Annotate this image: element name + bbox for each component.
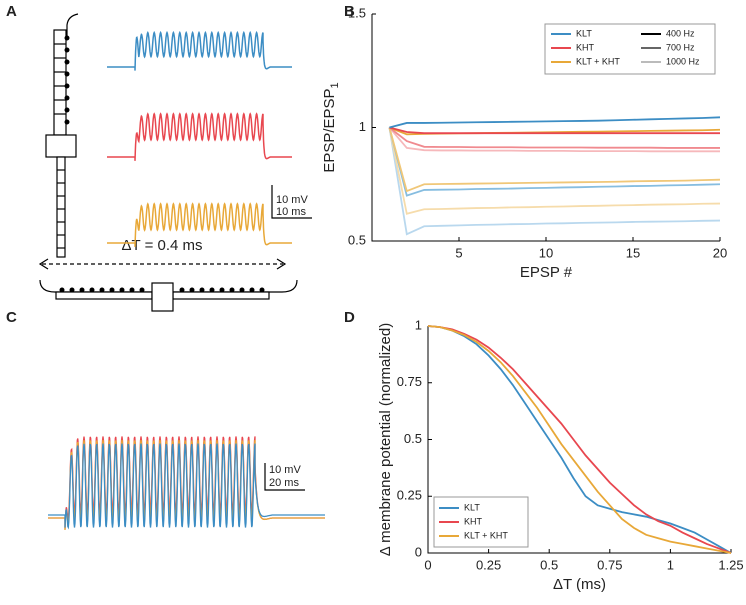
voltage-trace	[48, 443, 325, 530]
series-line	[388, 127, 721, 197]
x-tick-label: 0.5	[540, 557, 558, 572]
x-tick-label: 0.75	[597, 557, 622, 572]
series-line	[388, 127, 721, 215]
y-tick-label: 0.25	[397, 488, 422, 503]
series-line	[388, 126, 720, 153]
scale-bar: 10 mV 20 ms	[264, 463, 305, 491]
x-tick-label: 10	[539, 245, 553, 260]
x-tick-label: 1.25	[718, 557, 743, 572]
cable-diagram	[38, 258, 298, 312]
y-tick-label: 0.5	[348, 232, 366, 247]
voltage-trace	[107, 30, 292, 71]
y-tick-label: 1	[415, 317, 422, 332]
series-line	[427, 325, 732, 554]
legend-label: KLT + KHT	[464, 530, 508, 540]
scale-label: 10 mV	[269, 464, 301, 476]
x-tick-label: 1	[667, 557, 674, 572]
y-axis-label-text: Δ membrane potential (normalized)	[377, 323, 394, 556]
legend-label: 1000 Hz	[666, 56, 700, 66]
y-axis-label: EPSP/EPSP1	[321, 82, 341, 172]
x-tick-label: 15	[626, 245, 640, 260]
legend-label: KLT	[464, 502, 480, 512]
legend-label: KLT	[576, 28, 592, 38]
panel-label: C	[6, 309, 17, 326]
x-tick-label: 0	[424, 557, 431, 572]
series-line	[389, 116, 721, 129]
legend-label: KHT	[576, 42, 595, 52]
y-axis-label-sub: 1	[329, 82, 341, 88]
scale-label: 20 ms	[269, 477, 299, 489]
panel-label: A	[6, 3, 17, 20]
y-tick-label: 1.5	[348, 5, 366, 20]
series-line	[427, 325, 732, 554]
series-line	[427, 325, 732, 554]
scale-label: 10 ms	[276, 206, 306, 218]
series-line	[389, 126, 720, 135]
series-line	[388, 126, 720, 149]
delta-t-label: ΔT = 0.4 ms	[121, 237, 202, 254]
y-tick-label: 0	[415, 544, 422, 559]
voltage-trace	[107, 112, 292, 161]
y-axis-label: Δ membrane potential (normalized)	[377, 323, 394, 556]
legend-label: KHT	[464, 516, 483, 526]
y-axis-label-text: EPSP/EPSP	[321, 88, 338, 172]
series-line	[388, 127, 721, 236]
neuron-diagram	[45, 13, 79, 258]
legend-label: KLT + KHT	[576, 56, 620, 66]
panel-label: B	[344, 3, 355, 20]
y-tick-label: 1	[359, 119, 366, 134]
x-axis-label: EPSP #	[520, 264, 573, 281]
panel-label: D	[344, 309, 355, 326]
x-tick-label: 20	[713, 245, 727, 260]
x-tick-label: 0.25	[476, 557, 501, 572]
legend-label: 700 Hz	[666, 42, 695, 52]
scale-bar: 10 mV 10 ms	[271, 185, 312, 219]
x-axis-label: ΔT (ms)	[553, 576, 606, 593]
legend-label: 400 Hz	[666, 28, 695, 38]
y-tick-label: 0.75	[397, 374, 422, 389]
series-line	[388, 127, 721, 193]
legend-box	[544, 23, 716, 75]
x-tick-label: 5	[455, 245, 462, 260]
voltage-trace	[107, 202, 292, 247]
scale-label: 10 mV	[276, 194, 308, 206]
y-tick-label: 0.5	[404, 431, 422, 446]
